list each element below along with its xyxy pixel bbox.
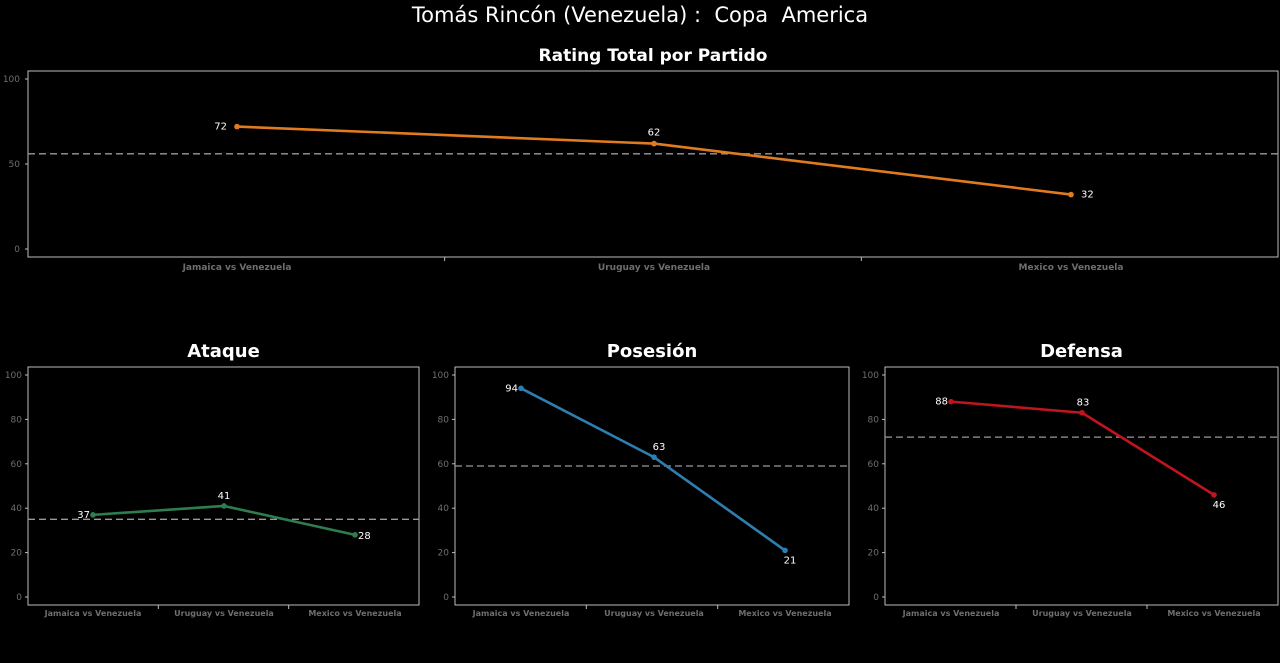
plot-frame [454,366,850,606]
chart-posesion: Posesión 0 20 40 60 80 100 Jamaica vs Venezuela… [432,341,850,618]
y-tick-label: 80 [11,415,23,425]
chart-title: Ataque [187,341,260,362]
data-point [1211,492,1217,498]
chart-total: Rating Total por Partido 0 50 100 Jamaica vs… [3,46,1279,273]
chart-title: Posesión [607,341,698,362]
x-tick-label: Mexico vs Venezuela [1167,609,1260,618]
x-tick-label: Jamaica vs Venezuela [182,263,292,273]
data-label: 94 [505,383,518,394]
data-point [651,454,657,460]
y-tick-label: 40 [868,504,880,514]
data-label: 28 [358,531,371,542]
y-tick-label: 40 [438,504,450,514]
x-tick-label: Uruguay vs Venezuela [598,263,710,273]
y-tick-label: 20 [438,549,450,559]
y-tick-label: 40 [11,504,23,514]
y-tick-label: 50 [9,160,21,170]
series-line [950,400,1215,496]
data-point [352,532,358,538]
data-point [90,512,96,518]
y-tick-label: 80 [868,415,880,425]
data-point [1079,409,1085,416]
y-tick-label: 0 [14,245,20,255]
series-line [520,387,786,552]
series-line [92,504,356,537]
y-tick-label: 20 [868,549,880,559]
plot-frame [27,70,1279,258]
data-point [518,385,524,392]
y-tick-label: 100 [3,75,20,85]
data-label: 72 [214,122,227,133]
y-tick-label: 100 [432,371,449,381]
y-tick-label: 60 [868,460,880,470]
data-label: 37 [77,510,90,521]
y-tick-label: 100 [5,371,22,381]
data-label: 62 [648,128,661,139]
y-tick-label: 80 [438,415,450,425]
chart-title: Defensa [1040,341,1123,362]
data-label: 41 [218,491,231,502]
y-tick-label: 20 [11,549,23,559]
data-label: 32 [1081,190,1094,201]
y-tick-label: 0 [873,593,879,603]
plot-frame [884,366,1279,606]
data-point [221,503,227,509]
data-point [651,140,657,147]
chart-ataque: Ataque 0 20 40 60 80 100 Jamaica vs Venezuela Ur… [5,341,420,618]
x-tick-label: Mexico vs Venezuela [1019,263,1124,273]
x-tick-label: Uruguay vs Venezuela [174,609,274,618]
y-tick-label: 0 [16,593,22,603]
y-tick-label: 60 [438,460,450,470]
data-point [782,547,788,554]
data-label: 88 [935,397,948,408]
y-tick-label: 60 [11,460,23,470]
y-tick-label: 100 [862,371,879,381]
data-point [1068,191,1074,198]
chart-title: Rating Total por Partido [539,46,768,66]
x-tick-label: Mexico vs Venezuela [308,609,401,618]
chart-defensa: Defensa 0 20 40 60 80 100 Jamaica vs Venezuela U… [862,341,1279,618]
x-tick-label: Mexico vs Venezuela [738,609,831,618]
data-point [948,398,954,405]
y-tick-label: 0 [443,593,449,603]
data-label: 21 [784,555,797,566]
page-title: Tomás Rincón (Venezuela) : Copa America [411,3,869,27]
x-tick-label: Jamaica vs Venezuela [472,609,570,618]
data-label: 46 [1213,500,1226,511]
plot-frame [27,366,420,606]
x-tick-label: Uruguay vs Venezuela [1032,609,1132,618]
data-label: 83 [1077,398,1090,409]
x-tick-label: Jamaica vs Venezuela [44,609,142,618]
x-tick-label: Uruguay vs Venezuela [604,609,704,618]
data-label: 63 [653,442,666,453]
data-point [234,123,240,130]
x-tick-label: Jamaica vs Venezuela [902,609,1000,618]
